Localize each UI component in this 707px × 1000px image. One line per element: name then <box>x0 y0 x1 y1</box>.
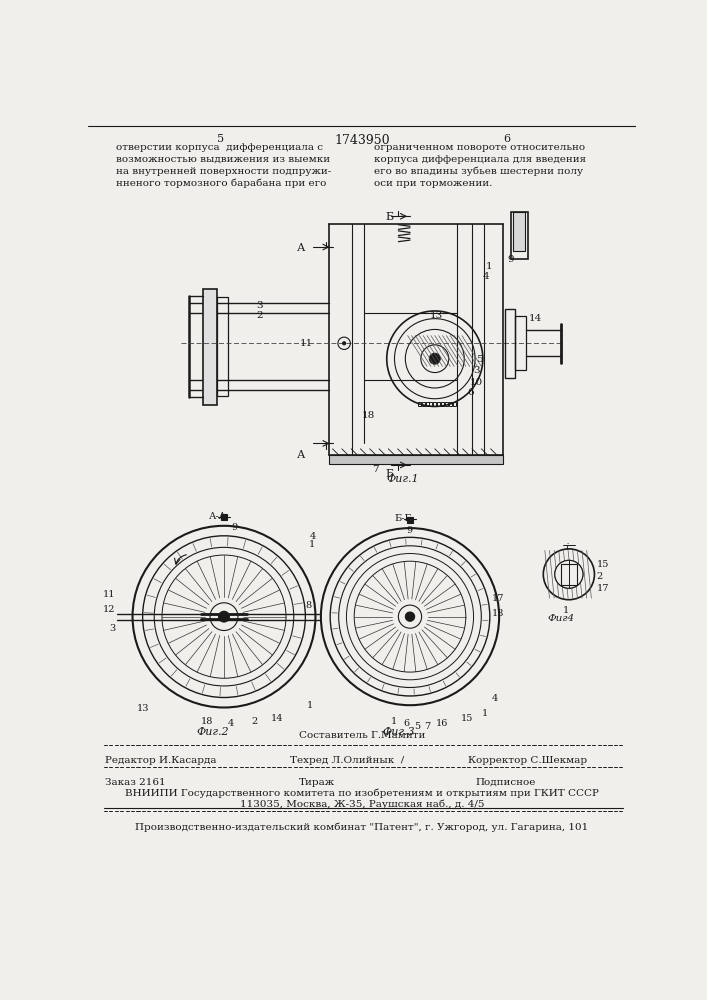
Bar <box>329 455 503 464</box>
Text: А: А <box>298 450 305 460</box>
Bar <box>561 564 577 585</box>
Text: ВНИИПИ Государственного комитета по изобретениям и открытиям при ГКИТ СССР: ВНИИПИ Государственного комитета по изоб… <box>125 788 599 798</box>
Text: 12: 12 <box>103 605 115 614</box>
Bar <box>445 402 448 406</box>
Text: 2: 2 <box>597 572 603 581</box>
Text: Корректор С.Шекмар: Корректор С.Шекмар <box>468 756 588 765</box>
Text: 2: 2 <box>257 311 263 320</box>
Text: 1: 1 <box>391 717 397 726</box>
Bar <box>407 517 413 523</box>
Bar <box>418 402 421 406</box>
Text: 3: 3 <box>257 301 263 310</box>
Text: 3: 3 <box>473 366 479 375</box>
Text: 5: 5 <box>216 134 223 144</box>
Text: Б-Б: Б-Б <box>395 514 412 523</box>
Text: Фиг.3: Фиг.3 <box>382 727 415 737</box>
Text: Редактор И.Касарда: Редактор И.Касарда <box>105 756 217 765</box>
Bar <box>437 402 440 406</box>
Text: 8: 8 <box>305 601 312 610</box>
Text: 4: 4 <box>228 719 234 728</box>
Text: 5: 5 <box>414 722 420 731</box>
Text: 14: 14 <box>271 714 283 723</box>
Bar <box>426 402 428 406</box>
Text: 11: 11 <box>103 590 115 599</box>
Text: Подписное: Подписное <box>476 778 536 787</box>
Text: 1: 1 <box>482 709 489 718</box>
Text: 16: 16 <box>436 719 448 728</box>
Text: ограниченном повороте относительно
корпуса дифференциала для введения
его во впа: ограниченном повороте относительно корпу… <box>373 143 585 188</box>
Circle shape <box>555 560 583 588</box>
Text: отверстии корпуса  дифференциала с
возможностью выдвижения из выемки
на внутренн: отверстии корпуса дифференциала с возмож… <box>115 143 331 188</box>
Bar <box>221 514 227 520</box>
Text: 17: 17 <box>492 594 505 603</box>
Circle shape <box>218 611 230 622</box>
Text: Фиг.1: Фиг.1 <box>386 474 419 484</box>
Text: 18: 18 <box>201 717 213 726</box>
Text: 3: 3 <box>110 624 115 633</box>
Bar <box>510 212 528 259</box>
Text: 2: 2 <box>251 717 257 726</box>
Bar <box>217 297 228 396</box>
Text: 9: 9 <box>406 526 412 535</box>
Bar <box>515 316 526 370</box>
Text: 13: 13 <box>492 609 505 618</box>
Text: 113035, Москва, Ж-35, Раушская наб., д. 4/5: 113035, Москва, Ж-35, Раушская наб., д. … <box>240 799 484 809</box>
Bar <box>506 309 515 378</box>
Text: Тираж: Тираж <box>299 778 335 787</box>
Text: 18: 18 <box>362 411 375 420</box>
Text: 1: 1 <box>563 606 569 615</box>
Text: 15: 15 <box>597 560 609 569</box>
Text: 6: 6 <box>404 719 410 728</box>
Text: 1743950: 1743950 <box>334 134 390 147</box>
Circle shape <box>405 612 414 621</box>
Text: 5: 5 <box>476 355 482 364</box>
Text: 10: 10 <box>469 378 483 387</box>
Text: А-А: А-А <box>209 512 226 521</box>
Text: 15: 15 <box>460 714 473 723</box>
Text: 9: 9 <box>232 523 238 532</box>
Bar <box>203 289 217 405</box>
Bar <box>449 402 452 406</box>
Bar <box>452 402 456 406</box>
Text: Фиг.2: Фиг.2 <box>196 727 228 737</box>
Text: Составитель Г.Мамити: Составитель Г.Мамити <box>299 731 425 740</box>
Bar <box>513 212 525 251</box>
Text: 13: 13 <box>429 311 443 320</box>
Text: 9: 9 <box>507 255 513 264</box>
Bar <box>421 402 425 406</box>
Text: Производственно-издательский комбинат "Патент", г. Ужгород, ул. Гагарина, 101: Производственно-издательский комбинат "П… <box>135 822 588 832</box>
Text: 14: 14 <box>529 314 542 323</box>
Text: 4: 4 <box>483 272 489 281</box>
Text: 6: 6 <box>503 134 510 144</box>
Text: Фиг4: Фиг4 <box>547 614 575 623</box>
Bar <box>561 564 577 585</box>
Circle shape <box>429 353 440 364</box>
Text: 4: 4 <box>492 694 498 703</box>
Text: 4: 4 <box>309 532 315 541</box>
Bar <box>563 567 575 584</box>
Text: i: i <box>566 543 569 552</box>
Text: 6: 6 <box>467 388 474 397</box>
Text: 7: 7 <box>424 722 430 731</box>
Text: Б: Б <box>385 212 393 222</box>
Bar <box>433 402 436 406</box>
Text: 1: 1 <box>309 540 315 549</box>
Circle shape <box>343 342 346 345</box>
Text: Б: Б <box>385 469 393 479</box>
Bar <box>441 402 444 406</box>
Text: 1: 1 <box>486 262 493 271</box>
Text: 1: 1 <box>307 701 313 710</box>
Text: А: А <box>298 243 305 253</box>
Text: 7: 7 <box>372 465 378 474</box>
Text: 17: 17 <box>597 584 609 593</box>
Text: 11: 11 <box>300 339 313 348</box>
Bar <box>429 402 433 406</box>
Text: Заказ 2161: Заказ 2161 <box>105 778 166 787</box>
Text: 13: 13 <box>136 704 149 713</box>
Text: Техред Л.Олийнык  /: Техред Л.Олийнык / <box>290 756 404 765</box>
